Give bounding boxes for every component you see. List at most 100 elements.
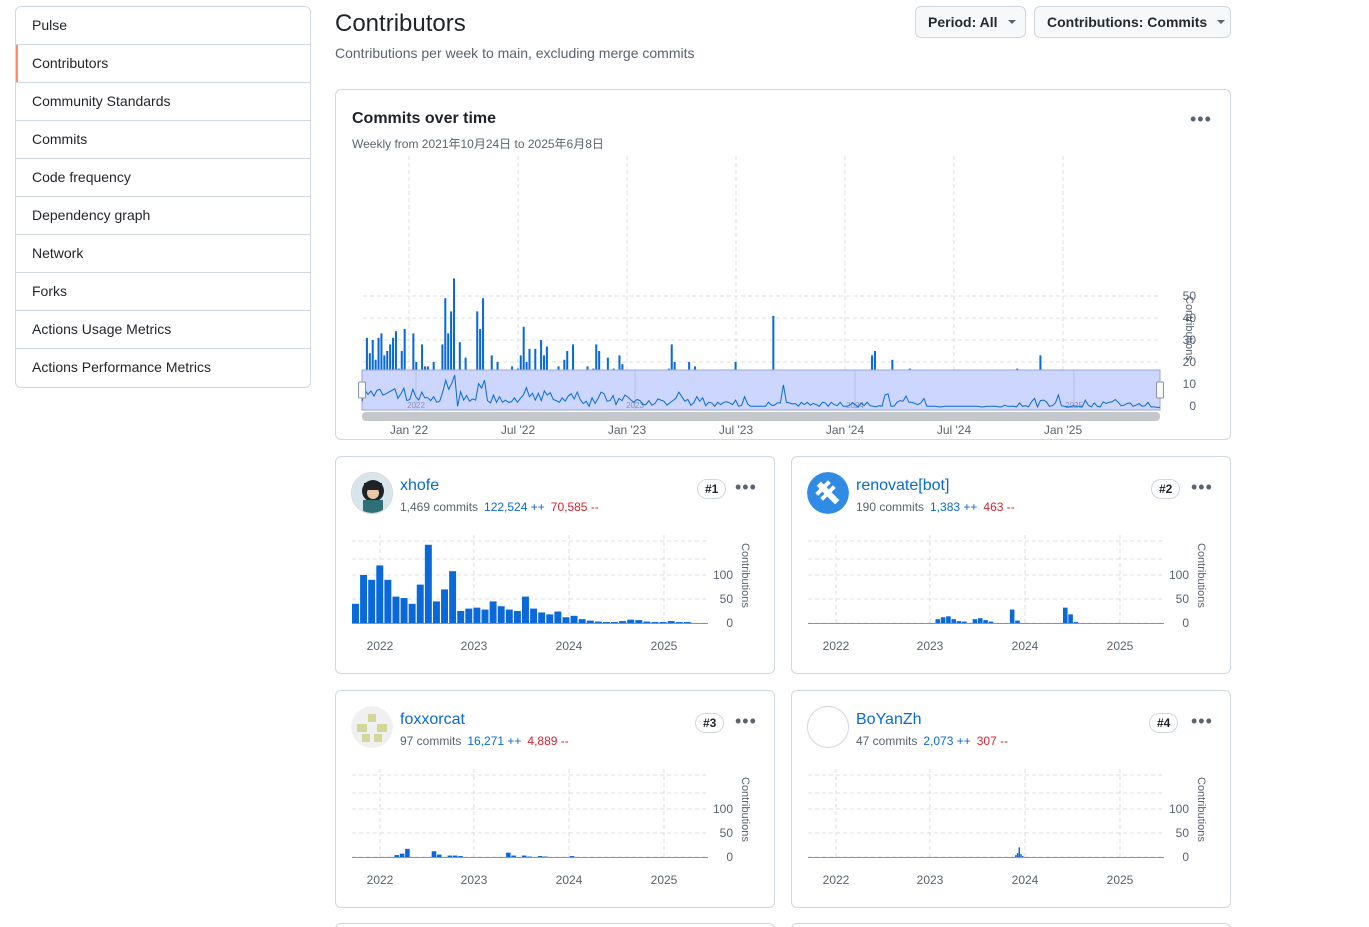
contribution-bar [675,622,683,623]
contribution-bar [416,584,424,623]
sidebar-item-actions-performance-metrics[interactable]: Actions Performance Metrics [32,359,211,375]
sidebar-item-community-standards[interactable]: Community Standards [16,83,310,121]
contribution-bar [458,856,463,857]
sidebar-item-pulse[interactable]: Pulse [16,7,310,45]
contributor-stats: 1,469 commits 122,524 ++ 70,585 -- [400,500,599,514]
x-tick-label: 2025 [651,639,678,653]
x-tick-label: 2025 [1107,639,1134,653]
rank-badge: #2 [1151,479,1181,499]
sidebar-item-network[interactable]: Network [16,235,310,273]
contributor-name-link[interactable]: foxxorcat [400,711,465,728]
contribution-bar [394,855,400,857]
x-tick-label: 2023 [461,639,488,653]
contribution-bar [538,612,546,623]
commit-count: 47 commits [856,734,918,748]
navigator-tick-label: 2022 [407,401,425,410]
commit-count: 97 commits [400,734,462,748]
x-tick-label: 2024 [1012,639,1039,653]
avatar[interactable] [807,472,849,514]
contribution-bar [1068,614,1073,623]
contribution-bar [562,617,570,623]
contribution-bar [408,603,416,623]
y-tick-label: 50 [720,826,734,840]
sidebar-item-contributors[interactable]: Contributors [16,45,310,83]
navigator-series-line [361,374,1160,409]
contribution-bar [449,571,457,623]
y-axis-label: Contributions [739,777,751,842]
avatar[interactable] [351,472,393,514]
contribution-bar [988,621,994,623]
kebab-horizontal-icon[interactable]: ••• [1191,477,1213,497]
y-tick-label: 50 [1183,289,1197,303]
contribution-bar [360,575,368,623]
x-tick-label: Jan '23 [608,423,647,437]
contribution-bar [511,855,516,857]
avatar[interactable] [807,706,849,748]
contribution-bar [481,609,489,623]
kebab-horizontal-icon[interactable]: ••• [735,477,757,497]
contributions-dropdown-button[interactable]: Contributions: Commits [1034,6,1231,38]
period-dropdown-button[interactable]: Period: All [915,6,1026,38]
y-tick-label: 0 [1182,616,1189,630]
x-tick-label: 2024 [1012,873,1039,887]
contribution-bar [522,596,529,623]
x-tick-label: 2022 [823,873,850,887]
contribution-bar [522,855,527,857]
rank-badge: #3 [695,713,725,733]
y-tick-label: 0 [726,616,733,630]
contribution-bar [962,621,967,623]
sidebar-item-commits[interactable]: Commits [16,121,310,159]
kebab-horizontal-icon[interactable]: ••• [1190,109,1212,129]
contribution-bar [537,856,543,857]
navigator-scrollbar [362,412,1160,421]
contribution-bar [437,854,442,857]
deletions-count: 4,889 -- [527,734,569,748]
period-label: Period: All [928,14,998,30]
contribution-bar [505,609,513,623]
y-tick-label: 20 [1183,355,1197,369]
avatar[interactable] [351,706,393,748]
deletions-count: 463 -- [983,500,1015,514]
sidebar-item-dependency-graph[interactable]: Dependency graph [16,197,310,235]
sidebar-item-actions-usage-metrics[interactable]: Actions Usage Metrics [16,311,310,349]
contribution-bar [611,622,619,623]
contribution-bar [554,611,562,623]
contribution-bar [651,622,659,623]
contributor-name-link[interactable]: xhofe [400,477,440,494]
commit-bar [403,329,406,406]
contributor-stats: 97 commits 16,271 ++ 4,889 -- [400,734,569,748]
contributor-name-link[interactable]: BoYanZh [856,711,922,728]
x-tick-label: 2023 [917,639,944,653]
y-tick-label: 100 [1169,802,1189,816]
kebab-horizontal-icon[interactable]: ••• [735,711,757,731]
y-tick-label: 50 [720,592,734,606]
contribution-bar [983,620,988,623]
x-tick-label: 2023 [917,873,944,887]
commit-bar [772,315,775,406]
commit-count: 1,469 commits [400,500,479,514]
contribution-bar [384,579,392,623]
sidebar-item-forks[interactable]: Forks [16,273,310,311]
y-tick-label: 0 [726,850,733,864]
commit-bar [452,278,456,406]
contribution-bar [1073,622,1079,623]
range-navigator[interactable]: 2022 2023 2024 2025 [358,366,1178,426]
contribution-bar [368,579,376,623]
caret-down-icon [1007,20,1016,25]
kebab-horizontal-icon[interactable]: ••• [1191,711,1213,731]
x-tick-label: 2025 [651,873,678,887]
x-tick-label: Jul '23 [719,423,754,437]
commit-bar [394,331,397,406]
y-tick-label: 100 [713,568,733,582]
contribution-bar [1015,855,1017,857]
commit-bar [482,298,485,406]
contribution-bar [940,617,946,623]
y-tick-label: 30 [1183,333,1197,347]
contribution-bar [506,852,511,857]
contribution-bar [683,622,691,623]
deletions-count: 307 -- [976,734,1009,748]
contributor-name-link[interactable]: renovate[bot] [856,477,950,494]
sidebar-item-code-frequency[interactable]: Code frequency [16,159,310,197]
navigator-tick-label: 2023 [626,401,644,410]
x-tick-label: Jan '22 [390,423,429,437]
